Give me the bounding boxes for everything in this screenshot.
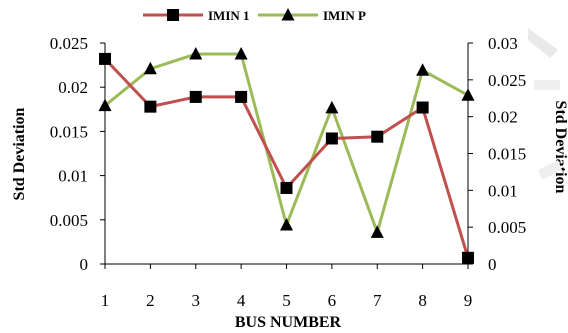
series-imin-p xyxy=(98,47,475,238)
x-tick-label: 7 xyxy=(373,291,382,310)
x-tick-label: 1 xyxy=(101,291,110,310)
data-point xyxy=(99,52,111,65)
legend-marker xyxy=(281,8,295,21)
series-imin-1 xyxy=(99,52,474,264)
x-tick-label: 3 xyxy=(192,291,201,310)
legend-label: IMIN 1 xyxy=(208,8,250,23)
data-point xyxy=(189,47,203,60)
series-layer xyxy=(98,47,475,264)
data-point xyxy=(371,130,384,143)
data-point xyxy=(325,100,339,114)
data-point xyxy=(280,217,293,231)
legend-label: IMIN P xyxy=(323,8,366,23)
data-point xyxy=(461,88,475,101)
x-tick-label: 6 xyxy=(328,291,337,310)
right-y-ticks: 0 0.005 0.01 0.015 0.02 0.025 0.03 xyxy=(468,34,526,274)
right-y-tick-label: 0.01 xyxy=(488,181,518,200)
left-y-axis-title: Std Deviation xyxy=(11,107,28,200)
data-point xyxy=(143,61,157,75)
x-tick-label: 4 xyxy=(237,291,246,310)
watermark-shape xyxy=(528,28,562,180)
data-point xyxy=(416,101,429,114)
left-y-ticks: 0 0.005 0.01 0.015 0.02 0.025 xyxy=(50,34,105,274)
data-point xyxy=(144,100,157,113)
legend-item: IMIN P xyxy=(258,8,366,23)
left-y-tick-label: 0.02 xyxy=(58,78,88,97)
x-tick-label: 2 xyxy=(146,291,155,310)
data-point xyxy=(280,181,293,194)
right-y-tick-label: 0.03 xyxy=(488,34,518,53)
data-point xyxy=(370,225,384,238)
x-tick-label: 9 xyxy=(464,291,473,310)
right-y-tick-label: 0.025 xyxy=(488,71,526,90)
left-y-tick-label: 0.015 xyxy=(50,122,88,141)
x-ticks: 1 2 3 4 5 6 7 8 9 xyxy=(101,264,473,310)
left-y-tick-label: 0.005 xyxy=(50,211,88,230)
x-tick-label: 5 xyxy=(282,291,291,310)
legend-item: IMIN 1 xyxy=(143,8,250,23)
data-point xyxy=(416,63,430,76)
right-y-tick-label: 0 xyxy=(488,255,497,274)
data-point xyxy=(98,98,112,112)
data-point xyxy=(325,132,338,145)
data-point xyxy=(462,251,474,264)
left-y-tick-label: 0.01 xyxy=(58,167,88,186)
data-point xyxy=(189,90,202,103)
data-point xyxy=(235,90,248,103)
x-tick-label: 8 xyxy=(418,291,427,310)
left-y-tick-label: 0 xyxy=(80,255,89,274)
legend: IMIN 1 IMIN P xyxy=(143,8,366,23)
right-y-tick-label: 0.005 xyxy=(488,218,526,237)
left-y-tick-label: 0.025 xyxy=(50,34,88,53)
data-point xyxy=(234,47,248,60)
legend-marker xyxy=(167,9,179,21)
series-line xyxy=(104,52,469,234)
right-y-tick-label: 0.02 xyxy=(488,108,518,127)
right-y-tick-label: 0.015 xyxy=(488,145,526,164)
axes xyxy=(104,43,469,265)
x-axis-title: BUS NUMBER xyxy=(235,314,342,331)
